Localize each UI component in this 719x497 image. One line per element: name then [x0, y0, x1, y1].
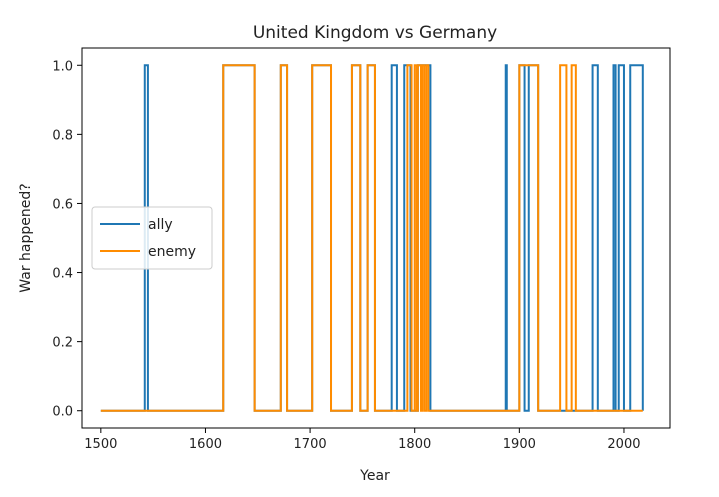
x-tick-label: 1700 — [294, 437, 327, 452]
x-tick-label: 1600 — [189, 437, 222, 452]
y-tick-label: 0.0 — [52, 405, 73, 420]
y-axis-label: War happened? — [18, 183, 34, 292]
x-axis: 1500 1600 1700 1800 1900 2000 — [84, 428, 641, 452]
y-tick-label: 1.0 — [52, 59, 73, 74]
legend-label-ally: ally — [148, 217, 173, 233]
plot-area — [81, 47, 671, 429]
x-tick-label: 2000 — [607, 437, 640, 452]
plot-frame — [81, 47, 671, 429]
x-tick-label: 1900 — [503, 437, 536, 452]
series-layer — [100, 64, 644, 412]
legend-box — [91, 206, 213, 270]
y-tick-label: 0.6 — [52, 197, 73, 212]
legend: ally enemy — [91, 206, 213, 270]
y-axis: 0.0 0.2 0.4 0.6 0.8 1.0 — [52, 59, 82, 420]
x-axis-label: Year — [359, 468, 390, 484]
series-line-enemy — [100, 64, 643, 412]
x-tick-label: 1500 — [84, 437, 117, 452]
x-tick-label: 1800 — [398, 437, 431, 452]
chart-title: United Kingdom vs Germany — [253, 23, 497, 43]
legend-label-enemy: enemy — [148, 244, 196, 260]
y-tick-label: 0.2 — [52, 336, 73, 351]
y-tick-label: 0.4 — [52, 267, 73, 282]
y-tick-label: 0.8 — [52, 128, 73, 143]
